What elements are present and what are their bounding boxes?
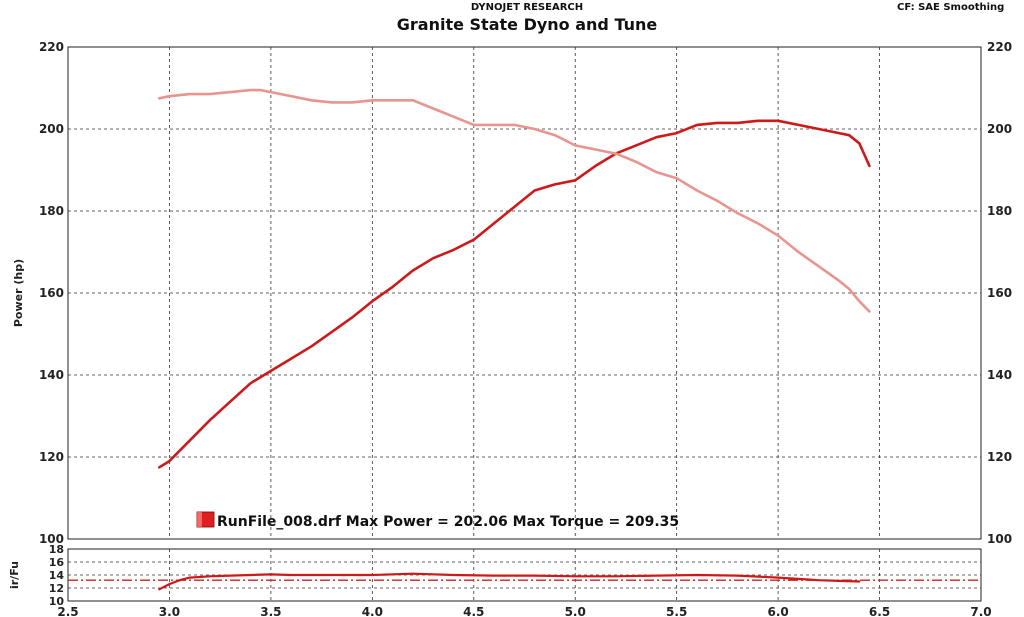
x-tick-label: 4.0 <box>362 605 383 617</box>
main-y-tick-right: 100 <box>987 532 1012 546</box>
legend-text: RunFile_008.drf Max Power = 202.06 Max T… <box>217 514 679 530</box>
main-series-group <box>158 88 871 469</box>
main-y-tick-right: 160 <box>987 286 1012 300</box>
correction-info: CF: SAE Smoothing <box>897 2 1004 13</box>
main-grid <box>68 47 981 539</box>
main-y-tick-right: 180 <box>987 204 1012 218</box>
afr-y-tick: 14 <box>49 569 65 582</box>
afr-y-axis-label: ir/Fu <box>8 561 21 589</box>
main-y-tick-left: 160 <box>39 286 64 300</box>
afr-series-line <box>158 572 861 591</box>
x-tick-label: 6.5 <box>869 605 890 617</box>
afr-y-tick: 12 <box>49 582 64 595</box>
x-tick-label: 6.0 <box>767 605 788 617</box>
main-y-tick-right: 120 <box>987 450 1012 464</box>
company-label: DYNOJET RESEARCH <box>471 2 583 13</box>
legend: RunFile_008.drf Max Power = 202.06 Max T… <box>196 511 679 530</box>
afr-y-tick: 18 <box>49 543 64 556</box>
legend-swatch-highlight <box>197 512 202 527</box>
main-y-tick-left: 120 <box>39 450 64 464</box>
afr-series-group <box>68 572 981 591</box>
main-y-tick-left: 180 <box>39 204 64 218</box>
main-y-axis-label: Power (hp) <box>12 259 25 327</box>
torque-series-line <box>158 88 871 313</box>
main-y-tick-left: 200 <box>39 122 64 136</box>
main-y-ticks-left: 100 120 140 160 180 200 220 <box>39 40 64 546</box>
main-y-tick-left: 220 <box>39 40 64 54</box>
main-y-tick-right: 200 <box>987 122 1012 136</box>
x-tick-label: 5.0 <box>565 605 586 617</box>
x-tick-label: 3.0 <box>159 605 180 617</box>
afr-y-tick: 10 <box>49 595 65 608</box>
main-y-ticks-right: 100 120 140 160 180 200 220 <box>987 40 1012 546</box>
power-series-line <box>158 119 871 469</box>
x-tick-label: 7.0 <box>970 605 991 617</box>
x-tick-label: 4.5 <box>463 605 484 617</box>
afr-x-ticks: 2.5 3.0 3.5 4.0 4.5 5.0 5.5 6.0 6.5 7.0 <box>57 605 991 617</box>
x-tick-label: 5.5 <box>666 605 687 617</box>
main-y-tick-left: 100 <box>39 532 64 546</box>
main-y-tick-right: 220 <box>987 40 1012 54</box>
chart-title: Granite State Dyno and Tune <box>397 15 658 34</box>
x-tick-label: 2.5 <box>57 605 78 617</box>
afr-y-tick: 16 <box>49 556 65 569</box>
x-tick-label: 3.5 <box>260 605 281 617</box>
main-y-tick-left: 140 <box>39 368 64 382</box>
main-y-tick-right: 140 <box>987 368 1012 382</box>
